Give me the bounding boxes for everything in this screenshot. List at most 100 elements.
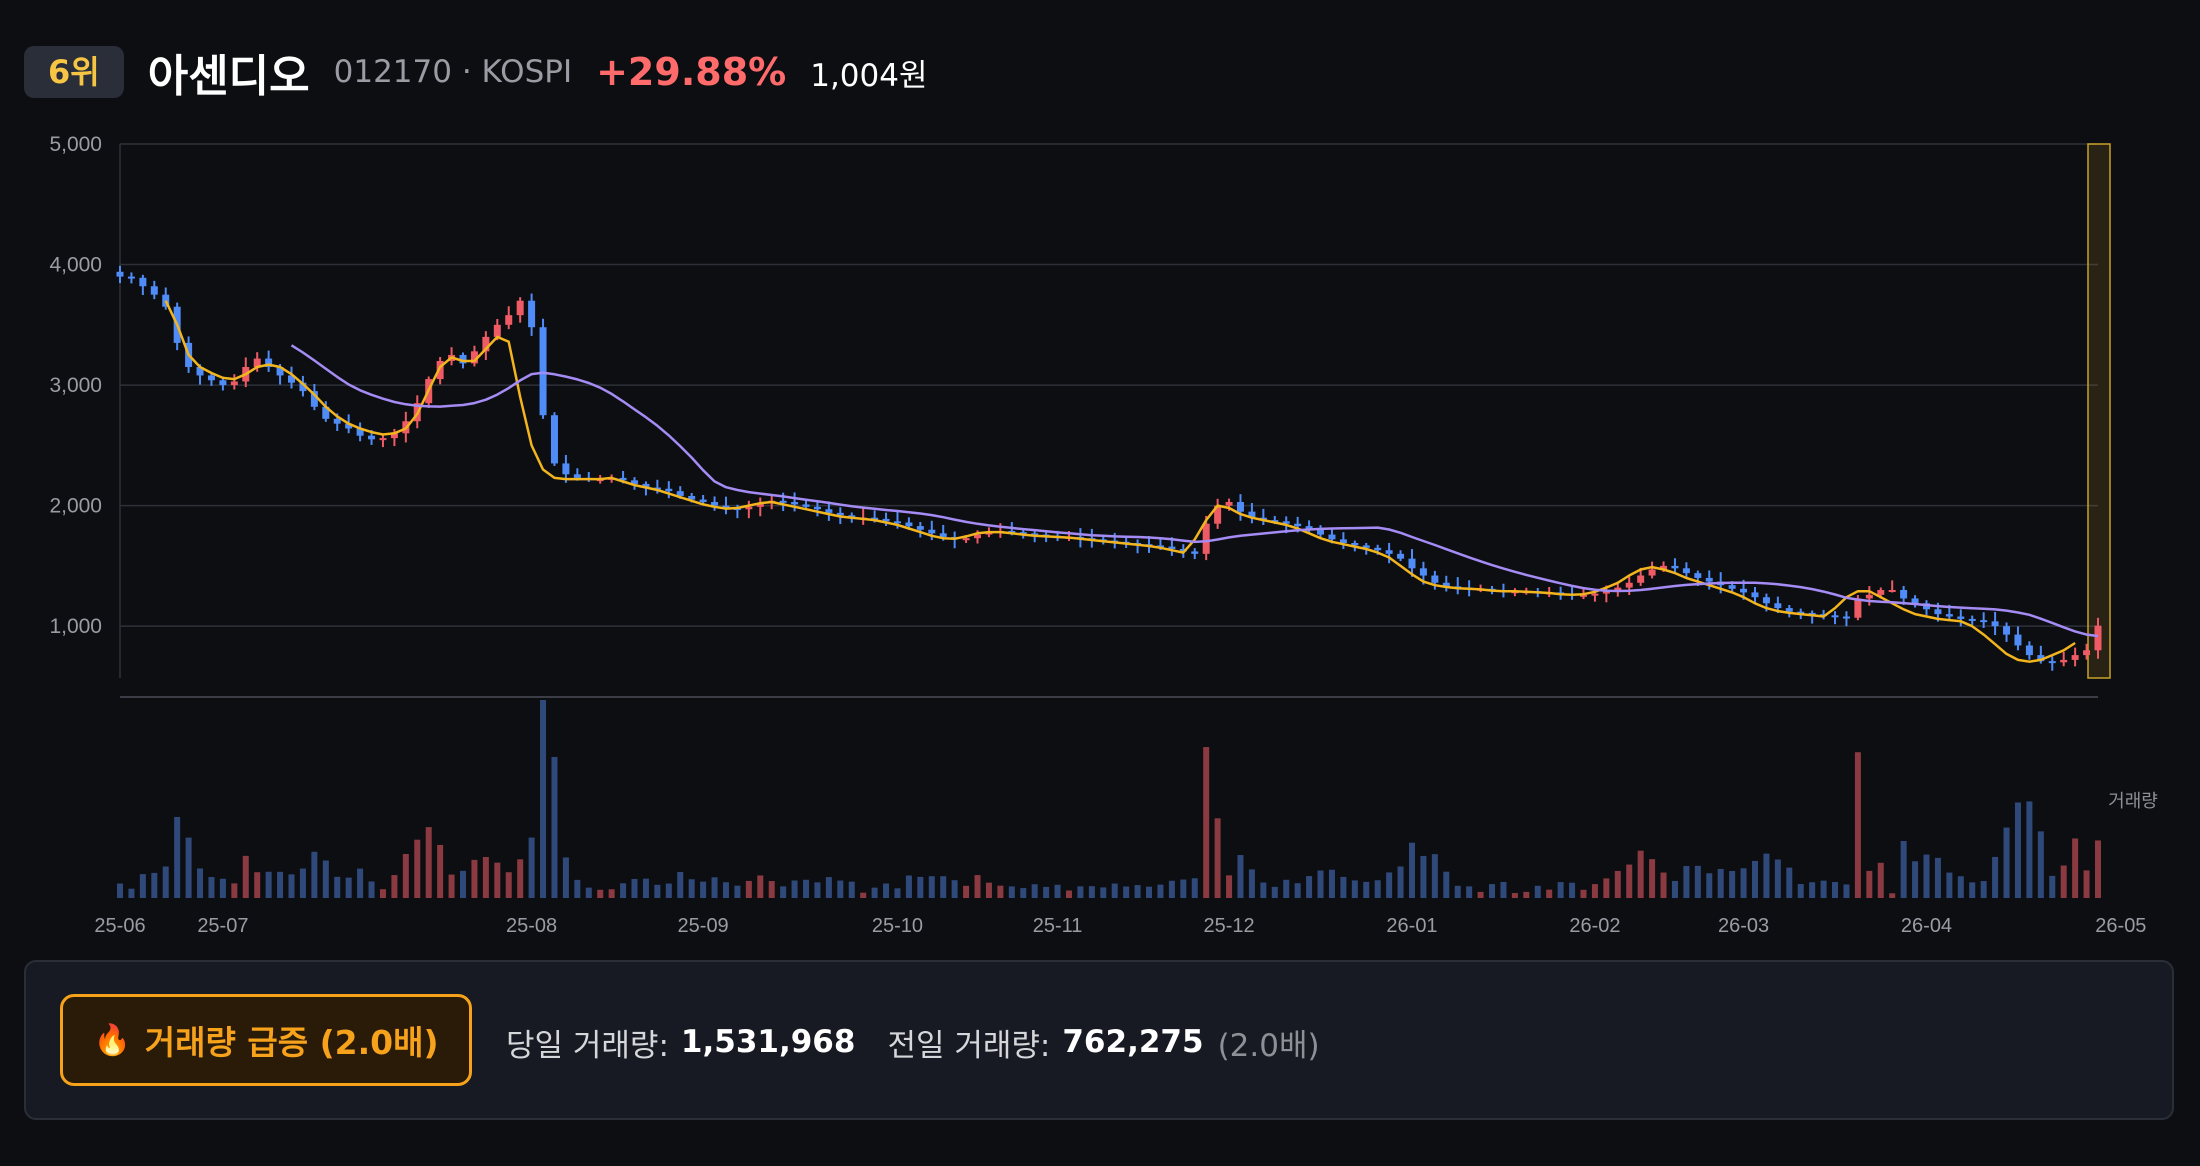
candle-body <box>1980 620 1988 623</box>
candle-body <box>1991 621 1999 627</box>
volume-bar <box>974 875 981 898</box>
candle-body <box>207 375 215 381</box>
volume-bar <box>1934 857 1941 898</box>
volume-bar <box>219 878 226 898</box>
volume-bar <box>745 880 752 898</box>
volume-bar <box>631 878 638 898</box>
volume-bar <box>757 875 764 898</box>
candle-body <box>1705 577 1713 582</box>
volume-bar <box>1374 880 1381 898</box>
volume-bar <box>1408 842 1415 898</box>
volume-bar <box>654 884 661 898</box>
volume-bar <box>940 876 947 898</box>
volume-bar <box>117 883 123 898</box>
candle-body <box>1602 591 1610 594</box>
volume-info: 당일 거래량: 1,531,968 전일 거래량: 762,275 (2.0배) <box>506 962 1320 1122</box>
volume-bar <box>1237 855 1244 898</box>
candle-body <box>1625 582 1633 588</box>
volume-bar <box>562 857 569 898</box>
candle-body <box>196 367 204 376</box>
candle-body <box>871 517 879 520</box>
volume-bar <box>1260 882 1267 898</box>
volume-bar <box>1317 870 1324 898</box>
candle-body <box>505 315 513 325</box>
candle-body <box>756 503 764 507</box>
candle-body <box>1957 616 1965 619</box>
candle-body <box>745 506 753 510</box>
candle-body <box>2071 655 2079 660</box>
volume-bar <box>1523 891 1530 898</box>
candle-body <box>1579 594 1587 597</box>
candle-body <box>1682 568 1690 574</box>
volume-bar <box>1420 855 1427 898</box>
volume-bar <box>860 892 867 898</box>
candle-body <box>1408 558 1416 569</box>
volume-bar <box>128 888 135 898</box>
x-tick-label: 25-08 <box>506 915 557 937</box>
volume-bar <box>1294 883 1301 898</box>
candle-body <box>1648 569 1656 576</box>
volume-bar <box>1786 867 1793 898</box>
candle-body <box>573 474 581 478</box>
candle-body <box>528 300 536 328</box>
candle-body <box>265 358 273 368</box>
volume-bar <box>494 862 501 898</box>
candle-body <box>2048 661 2056 664</box>
volume-bar <box>791 880 798 898</box>
candle-body <box>1900 590 1908 599</box>
volume-bar <box>1580 889 1587 898</box>
volume-bar <box>151 872 158 898</box>
candle-body <box>390 433 398 439</box>
volume-bar <box>665 883 672 898</box>
volume-bar <box>917 876 924 898</box>
volume-bar <box>1283 879 1290 898</box>
candle-body <box>699 499 707 503</box>
candle-body <box>1419 568 1427 576</box>
volume-bar <box>1809 882 1816 898</box>
candle-body <box>1351 542 1359 546</box>
volume-surge-label: 거래량 급증 (2.0배) <box>144 1023 439 1062</box>
volume-bar <box>1088 886 1095 898</box>
candle-body <box>642 483 650 488</box>
x-tick-label: 26-04 <box>1901 915 1952 937</box>
candle-body <box>1660 565 1668 570</box>
x-tick-label: 26-03 <box>1718 915 1769 937</box>
latest-candle-highlight-box <box>2087 143 2111 679</box>
volume-bar <box>608 889 615 898</box>
volume-bar <box>334 876 341 898</box>
volume-bar <box>1031 884 1038 898</box>
volume-bar <box>803 879 810 898</box>
volume-bar <box>1534 885 1541 898</box>
volume-bar <box>768 881 775 898</box>
candle-body <box>1762 597 1770 604</box>
candle-body <box>1728 585 1736 589</box>
volume-bar <box>1706 873 1713 898</box>
candle-body <box>1945 614 1953 617</box>
candle-body <box>1339 539 1347 543</box>
candle-body <box>356 428 364 436</box>
candle-body <box>916 526 924 530</box>
candle-body <box>928 529 936 534</box>
volume-surge-badge[interactable]: 🔥 거래량 급증 (2.0배) <box>60 994 472 1086</box>
volume-bar <box>1191 878 1198 898</box>
candle-body <box>1008 530 1016 533</box>
volume-bar <box>1328 869 1335 898</box>
candle-body <box>2094 625 2102 651</box>
volume-bar <box>1980 881 1987 898</box>
today-volume-value: 1,531,968 <box>680 1024 856 1060</box>
candle-body <box>676 491 684 496</box>
volume-bar <box>1146 886 1153 898</box>
candle-body <box>1282 521 1290 524</box>
volume-bar <box>677 871 684 898</box>
candle-body <box>1614 587 1622 592</box>
volume-bar <box>1866 870 1873 898</box>
volume-bar <box>1660 872 1667 898</box>
volume-bar <box>2060 865 2067 898</box>
volume-bar <box>1763 853 1770 898</box>
volume-bar <box>1100 887 1107 898</box>
volume-bar <box>1077 886 1084 898</box>
volume-bar <box>1363 881 1370 898</box>
stock-name[interactable]: 아센디오 <box>147 51 310 102</box>
volume-bar <box>780 886 787 898</box>
